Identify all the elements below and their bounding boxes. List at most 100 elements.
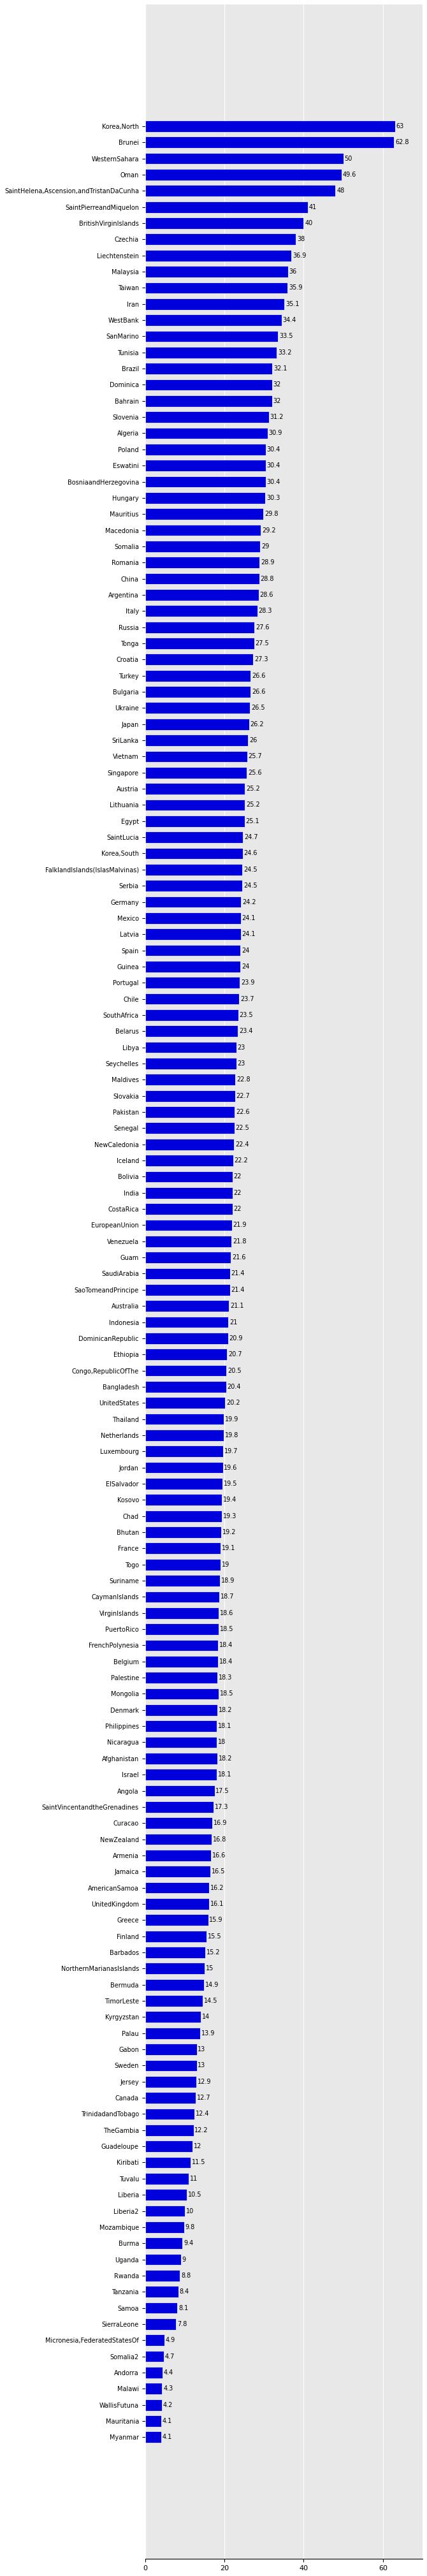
Bar xyxy=(145,216,304,229)
Bar xyxy=(145,994,239,1005)
Text: 21.9: 21.9 xyxy=(233,1221,247,1229)
Bar xyxy=(145,2205,185,2215)
Bar xyxy=(145,1752,217,1765)
Bar xyxy=(145,1834,212,1844)
Text: 22: 22 xyxy=(234,1175,241,1180)
Bar xyxy=(145,1188,232,1198)
Text: 26: 26 xyxy=(249,737,257,744)
Bar xyxy=(145,1687,219,1700)
Text: 50: 50 xyxy=(345,155,352,162)
Bar xyxy=(145,1510,222,1522)
Bar xyxy=(145,783,245,793)
Bar xyxy=(145,1105,235,1118)
Bar xyxy=(145,572,259,585)
Text: 40: 40 xyxy=(305,219,313,227)
Bar xyxy=(145,2027,200,2038)
Bar xyxy=(145,1236,231,1247)
Text: 23: 23 xyxy=(237,1043,246,1051)
Bar xyxy=(145,1770,217,1780)
Text: 24.1: 24.1 xyxy=(242,914,255,922)
Bar xyxy=(145,201,307,214)
Text: 12.4: 12.4 xyxy=(196,2110,209,2117)
Text: 24.5: 24.5 xyxy=(243,884,257,889)
Text: 16.8: 16.8 xyxy=(213,1837,226,1842)
Bar xyxy=(145,2432,161,2442)
Text: 21: 21 xyxy=(230,1319,237,1324)
Text: 27.3: 27.3 xyxy=(254,657,268,662)
Text: 28.3: 28.3 xyxy=(258,608,272,613)
Text: 22.8: 22.8 xyxy=(237,1077,251,1082)
Text: 16.9: 16.9 xyxy=(213,1819,227,1826)
Text: 4.1: 4.1 xyxy=(163,2419,172,2424)
Text: 23.4: 23.4 xyxy=(239,1028,253,1036)
Bar xyxy=(145,2303,177,2313)
Bar xyxy=(145,2190,187,2200)
Text: 21.4: 21.4 xyxy=(231,1285,245,1293)
Bar xyxy=(145,1736,216,1749)
Text: 38: 38 xyxy=(297,237,305,242)
Text: 19: 19 xyxy=(222,1561,229,1569)
Bar xyxy=(145,1819,212,1829)
Text: 15.5: 15.5 xyxy=(208,1932,222,1940)
Text: 18.6: 18.6 xyxy=(220,1610,234,1615)
Bar xyxy=(145,605,257,616)
Text: 15: 15 xyxy=(206,1965,214,1971)
Bar xyxy=(145,299,284,309)
Bar xyxy=(145,1463,223,1473)
Bar xyxy=(145,185,335,196)
Bar xyxy=(145,1025,238,1038)
Bar xyxy=(145,265,288,278)
Bar xyxy=(145,461,266,471)
Text: 30.4: 30.4 xyxy=(267,479,281,484)
Text: 30.9: 30.9 xyxy=(269,430,282,435)
Text: 14: 14 xyxy=(202,2014,210,2020)
Bar xyxy=(145,1592,219,1602)
Text: 15.2: 15.2 xyxy=(207,1950,220,1955)
Bar xyxy=(145,1641,218,1651)
Text: 4.3: 4.3 xyxy=(164,2385,173,2393)
Text: 14.5: 14.5 xyxy=(204,1999,217,2004)
Text: 19.8: 19.8 xyxy=(225,1432,238,1437)
Text: 19.9: 19.9 xyxy=(225,1417,239,1422)
Text: 22: 22 xyxy=(234,1190,241,1195)
Text: 12: 12 xyxy=(194,2143,202,2148)
Text: 29.2: 29.2 xyxy=(262,528,276,533)
Bar xyxy=(145,1996,202,2007)
Text: 21.4: 21.4 xyxy=(231,1270,245,1278)
Bar xyxy=(145,556,260,569)
Text: 24: 24 xyxy=(241,963,249,969)
Text: 27.5: 27.5 xyxy=(255,641,269,647)
Bar xyxy=(145,283,287,294)
Bar xyxy=(145,2352,164,2362)
Bar xyxy=(145,768,246,778)
Bar xyxy=(145,896,241,907)
Text: 35.1: 35.1 xyxy=(285,301,299,307)
Text: 26.5: 26.5 xyxy=(252,706,265,711)
Text: 18.1: 18.1 xyxy=(218,1723,232,1728)
Bar xyxy=(145,1494,222,1504)
Bar xyxy=(145,2107,194,2120)
Text: 21.6: 21.6 xyxy=(232,1255,246,1260)
Text: 22.2: 22.2 xyxy=(234,1157,248,1164)
Bar xyxy=(145,1978,204,1991)
Text: 18.4: 18.4 xyxy=(219,1659,233,1664)
Text: 13: 13 xyxy=(198,2045,206,2053)
Text: 20.4: 20.4 xyxy=(227,1383,241,1391)
Bar xyxy=(145,477,266,487)
Text: 13.9: 13.9 xyxy=(202,2030,215,2038)
Bar xyxy=(145,1914,208,1927)
Bar xyxy=(145,152,343,165)
Bar xyxy=(145,1350,227,1360)
Bar xyxy=(145,1090,235,1103)
Text: 25.6: 25.6 xyxy=(248,770,262,775)
Text: 18.2: 18.2 xyxy=(219,1708,232,1713)
Bar xyxy=(145,1059,236,1069)
Text: 12.2: 12.2 xyxy=(195,2128,208,2133)
Bar xyxy=(145,750,247,762)
Bar xyxy=(145,1139,234,1149)
Bar xyxy=(145,443,266,456)
Text: 4.4: 4.4 xyxy=(164,2370,173,2375)
Bar xyxy=(145,379,272,392)
Bar xyxy=(145,137,394,147)
Bar xyxy=(145,719,249,729)
